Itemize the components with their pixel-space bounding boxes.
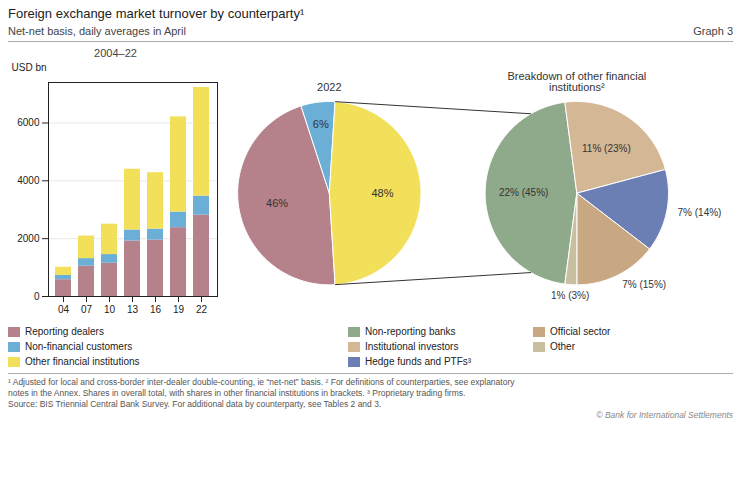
- html-text:Graph 3: Graph 3: [693, 25, 733, 37]
- html-text:Institutional investors: Institutional investors: [365, 341, 459, 352]
- html-text:Net-net basis, daily averages: Net-net basis, daily averages in April: [8, 25, 186, 37]
- svg-text:13: 13: [127, 304, 139, 315]
- svg-text:USD bn: USD bn: [12, 62, 47, 73]
- svg-text:48%: 48%: [371, 187, 393, 199]
- svg-text:7% (14%): 7% (14%): [678, 207, 722, 218]
- html-text:Other: Other: [550, 341, 575, 352]
- svg-text:2022: 2022: [317, 81, 341, 93]
- svg-text:1% (3%): 1% (3%): [551, 290, 589, 301]
- svg-text:2000: 2000: [17, 233, 40, 244]
- svg-text:7% (15%): 7% (15%): [622, 279, 666, 290]
- html-text:Hedge funds and PTFs³: Hedge funds and PTFs³: [365, 356, 472, 367]
- svg-text:Breakdown of other financialin: Breakdown of other financialinstitutions…: [507, 70, 646, 93]
- svg-text:19: 19: [173, 304, 185, 315]
- html-text:Official sector: Official sector: [550, 326, 611, 337]
- svg-text:0: 0: [34, 291, 40, 302]
- html-text:2004–22: 2004–22: [94, 47, 137, 59]
- html-text:Source: BIS Triennial Central: Source: BIS Triennial Central Bank Surve…: [8, 399, 382, 409]
- html-text:Reporting dealers: Reporting dealers: [25, 326, 104, 337]
- svg-text:10: 10: [104, 304, 116, 315]
- svg-text:16: 16: [150, 304, 162, 315]
- svg-text:22: 22: [196, 304, 208, 315]
- html-text:¹ Adjusted for local and cross: ¹ Adjusted for local and cross-border in…: [8, 377, 515, 398]
- svg-text:6%: 6%: [313, 118, 329, 130]
- html-text:© Bank for International Settl: © Bank for International Settlements: [596, 410, 733, 420]
- svg-text:46%: 46%: [266, 197, 288, 209]
- svg-text:11% (23%): 11% (23%): [582, 143, 631, 154]
- html-text:Foreign exchange market turnov: Foreign exchange market turnover by coun…: [8, 6, 305, 21]
- svg-text:04: 04: [58, 304, 70, 315]
- svg-text:07: 07: [81, 304, 93, 315]
- svg-text:4000: 4000: [17, 175, 40, 186]
- svg-text:22% (45%): 22% (45%): [499, 187, 548, 198]
- html-text:Non-reporting banks: Non-reporting banks: [365, 326, 456, 337]
- svg-text:6000: 6000: [17, 117, 40, 128]
- html-text:Other financial institutions: Other financial institutions: [25, 356, 140, 367]
- html-text:Non-financial customers: Non-financial customers: [25, 341, 133, 352]
